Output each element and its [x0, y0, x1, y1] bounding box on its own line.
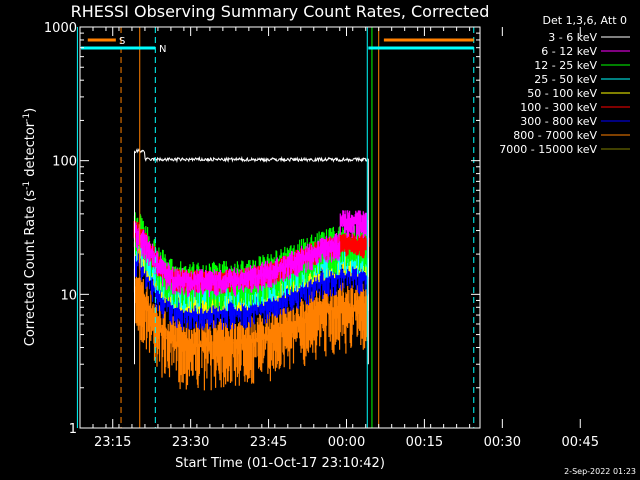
- flag-label: N: [159, 44, 166, 55]
- y-tick-label: 100: [52, 155, 77, 170]
- x-tick-label: 00:45: [562, 435, 599, 450]
- x-tick-label: 00:30: [484, 435, 521, 450]
- legend-entry-label: 3 - 6 keV: [548, 31, 597, 44]
- x-tick-label: 23:30: [172, 435, 209, 450]
- legend-entry-label: 100 - 300 keV: [520, 101, 597, 114]
- legend-entry-label: 12 - 25 keV: [534, 59, 597, 72]
- x-tick-label: 23:15: [94, 435, 131, 450]
- legend-entry-label: 7000 - 15000 keV: [499, 143, 597, 156]
- chart-title: RHESSI Observing Summary Count Rates, Co…: [71, 2, 490, 21]
- series-trace: [134, 147, 369, 365]
- legend-entry-label: 50 - 100 keV: [527, 87, 597, 100]
- flag-label: S: [119, 36, 125, 47]
- series-trace: [133, 212, 369, 310]
- data-layer: [133, 147, 370, 391]
- y-axis-label: Corrected Count Rate (s-1 detector-1): [22, 108, 38, 346]
- x-tick-label: 00:00: [328, 435, 365, 450]
- legend-entry-label: 300 - 800 keV: [520, 115, 597, 128]
- footer-timestamp: 2-Sep-2022 01:23: [564, 467, 636, 476]
- legend-entry-label: 25 - 50 keV: [534, 73, 597, 86]
- y-tick-label: 10: [60, 288, 77, 303]
- y-tick-label: 1: [69, 422, 77, 437]
- axes-layer: 1 10 100 1000 23:15 23:30 23:45 00:00 00:15 00:30…: [44, 21, 599, 450]
- x-tick-label: 00:15: [406, 435, 443, 450]
- legend-header: Det 1,3,6, Att 0: [543, 14, 627, 27]
- x-tick-label: 23:45: [250, 435, 287, 450]
- flag-layer: SN: [76, 27, 475, 428]
- plot-frame: [79, 26, 481, 429]
- x-axis-label: Start Time (01-Oct-17 23:10:42): [175, 456, 385, 471]
- legend-entry-label: 6 - 12 keV: [541, 45, 597, 58]
- y-tick-label: 1000: [44, 21, 77, 36]
- legend-entry-label: 800 - 7000 keV: [513, 129, 597, 142]
